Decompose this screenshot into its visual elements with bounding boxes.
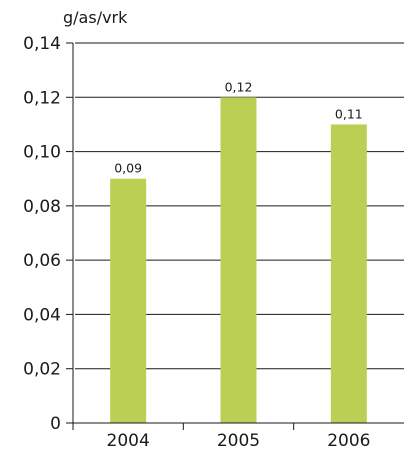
bar <box>330 124 367 423</box>
labels-layer: 0 0,02 0,04 0,06 0,08 0,10 0,12 0,14 0,09 2004 0,1… <box>23 34 370 451</box>
bar <box>110 178 147 423</box>
y-tick-label: 0,06 <box>23 251 61 271</box>
x-tick-label: 2006 <box>327 431 370 451</box>
x-tick-label: 2004 <box>107 431 150 451</box>
bars-layer <box>110 97 367 424</box>
axis-layer <box>66 42 404 430</box>
y-axis-label: g/as/vrk <box>63 8 128 27</box>
y-tick-label: 0,10 <box>23 143 61 163</box>
data-label: 0,09 <box>114 161 142 176</box>
y-tick-label: 0,14 <box>23 34 61 54</box>
y-tick-label: 0,04 <box>23 305 61 325</box>
bar <box>220 97 257 424</box>
y-tick-label: 0 <box>50 414 61 434</box>
data-label: 0,11 <box>335 106 363 121</box>
y-tick-label: 0,02 <box>23 360 61 380</box>
x-tick-label: 2005 <box>217 431 260 451</box>
data-label: 0,12 <box>225 79 253 94</box>
y-tick-label: 0,12 <box>23 88 61 108</box>
y-tick-label: 0,08 <box>23 197 61 217</box>
